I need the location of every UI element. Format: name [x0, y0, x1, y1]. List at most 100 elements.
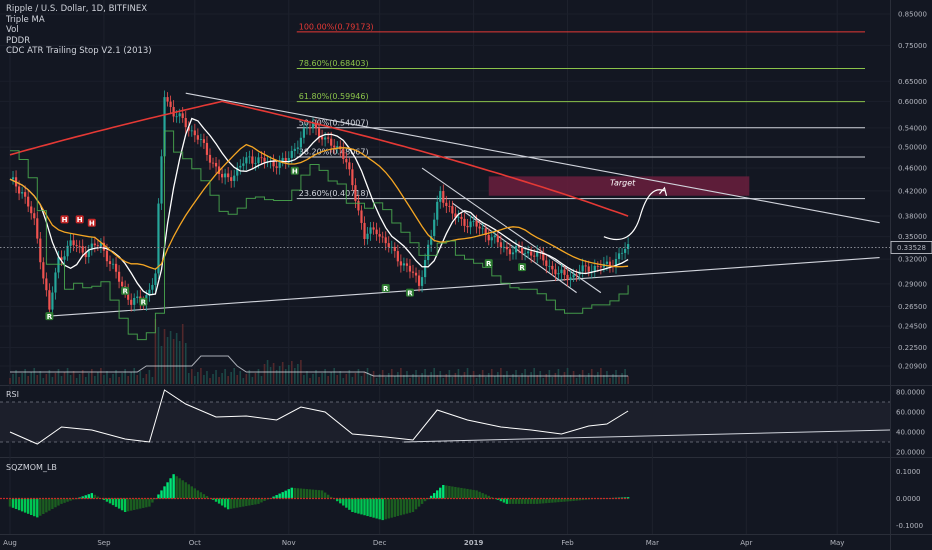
sqz-histogram-bar [175, 476, 178, 499]
sqz-histogram-bar [508, 498, 512, 504]
volume-bar [451, 377, 454, 384]
volume-bar [306, 371, 308, 384]
volume-bar [97, 372, 99, 384]
pivot-high-marker [290, 166, 299, 175]
volume-bar [421, 373, 423, 384]
volume-bar [124, 369, 126, 384]
channel-upper-line [421, 167, 602, 294]
sqz-histogram-bar [375, 498, 378, 519]
candle-body [533, 255, 536, 257]
sqz-histogram-bar [202, 494, 206, 499]
volume-bar [233, 368, 236, 384]
atr-trailing-stop-line [10, 130, 629, 341]
volume-bar [209, 378, 211, 384]
sqz-histogram-bar [493, 498, 496, 500]
sqz-histogram-bar [572, 498, 575, 501]
volume-bar [606, 371, 608, 384]
volume-bar [627, 376, 629, 384]
candle-body [460, 216, 463, 219]
candle-body [560, 269, 563, 274]
volume-bar [9, 378, 11, 384]
candle-body [608, 261, 612, 267]
sqz-histogram-bar [160, 490, 163, 499]
candle-body [587, 266, 590, 272]
volume-bar [394, 376, 396, 384]
volume-bar [363, 372, 366, 384]
price-tick-label: 0.24500 [898, 323, 927, 331]
volume-bar [330, 372, 332, 384]
sqz-histogram-bar [239, 498, 242, 508]
candle-body [593, 265, 596, 272]
candle-body [81, 246, 84, 253]
candle-body [405, 263, 409, 266]
sqz-histogram-bar [354, 498, 357, 513]
pivot-low-marker [121, 286, 130, 295]
candle-body [542, 252, 545, 261]
sqz-pane-label[interactable]: SQZMOM_LB [6, 463, 57, 472]
sqz-histogram-bar [87, 494, 90, 499]
volume-bar [415, 370, 417, 384]
sqz-histogram-bar [384, 498, 387, 520]
volume-bar [21, 373, 23, 384]
volume-bar [215, 370, 217, 384]
sqz-histogram-bar [57, 498, 60, 506]
candle-body [275, 166, 278, 168]
sqz-histogram-bar [275, 495, 278, 499]
candle-body [566, 274, 569, 281]
candle-body [308, 127, 312, 129]
sqz-histogram-bar [148, 498, 151, 507]
volume-bar [272, 363, 275, 384]
candle-body [448, 205, 451, 207]
candle-body [69, 240, 72, 246]
sqz-histogram-bar [278, 493, 281, 499]
sqz-histogram-bar [20, 498, 24, 512]
volume-bar [342, 378, 345, 384]
volume-bar [242, 378, 245, 384]
volume-bar [39, 371, 42, 384]
sqz-histogram-bar [281, 492, 284, 499]
volume-bar [354, 373, 357, 384]
volume-bar [615, 370, 617, 384]
volume-bar [357, 369, 360, 384]
candle-body [469, 221, 472, 228]
sqz-histogram-bar [569, 498, 572, 502]
rsi-band [0, 402, 890, 442]
candle-body [84, 252, 87, 258]
candle-body [454, 213, 457, 218]
volume-bar [469, 375, 472, 384]
volume-bar [239, 371, 242, 384]
volume-bar [45, 374, 48, 384]
legend-triple-ma[interactable]: Triple MA [6, 14, 45, 25]
volume-bar [297, 364, 299, 384]
legend-vol[interactable]: Vol [6, 25, 19, 36]
sqz-histogram-bar [336, 498, 339, 502]
sqz-histogram-bar [499, 498, 503, 502]
volume-bar [18, 377, 20, 384]
candle-body [396, 251, 399, 262]
candle-body [569, 277, 572, 281]
candle-body [178, 113, 181, 117]
candle-body [105, 250, 109, 262]
volume-bar [133, 368, 136, 384]
sqz-histogram-bar [217, 498, 221, 504]
price-tick-label: 0.38000 [898, 212, 927, 220]
volume-bar [66, 368, 69, 384]
legend-pddr[interactable]: PDDR [6, 35, 31, 46]
candle-body [254, 163, 257, 164]
sqz-histogram-bar [181, 480, 184, 499]
candle-body [548, 265, 551, 267]
volume-bar [200, 368, 202, 384]
candle-body [557, 273, 560, 275]
rsi-pane-label[interactable]: RSI [6, 390, 19, 399]
price-tick-label: 0.20900 [898, 363, 927, 371]
candle-body [572, 274, 575, 278]
volume-bar [303, 375, 305, 384]
sqz-histogram-bar [214, 498, 218, 502]
legend-atr-stop[interactable]: CDC ATR Trailing Stop V2.1 (2013) [6, 46, 152, 57]
volume-bar [593, 376, 596, 384]
candle-body [411, 271, 415, 273]
volume-bar [181, 324, 184, 384]
candle-body [42, 262, 45, 279]
sqz-histogram-bar [142, 498, 145, 508]
